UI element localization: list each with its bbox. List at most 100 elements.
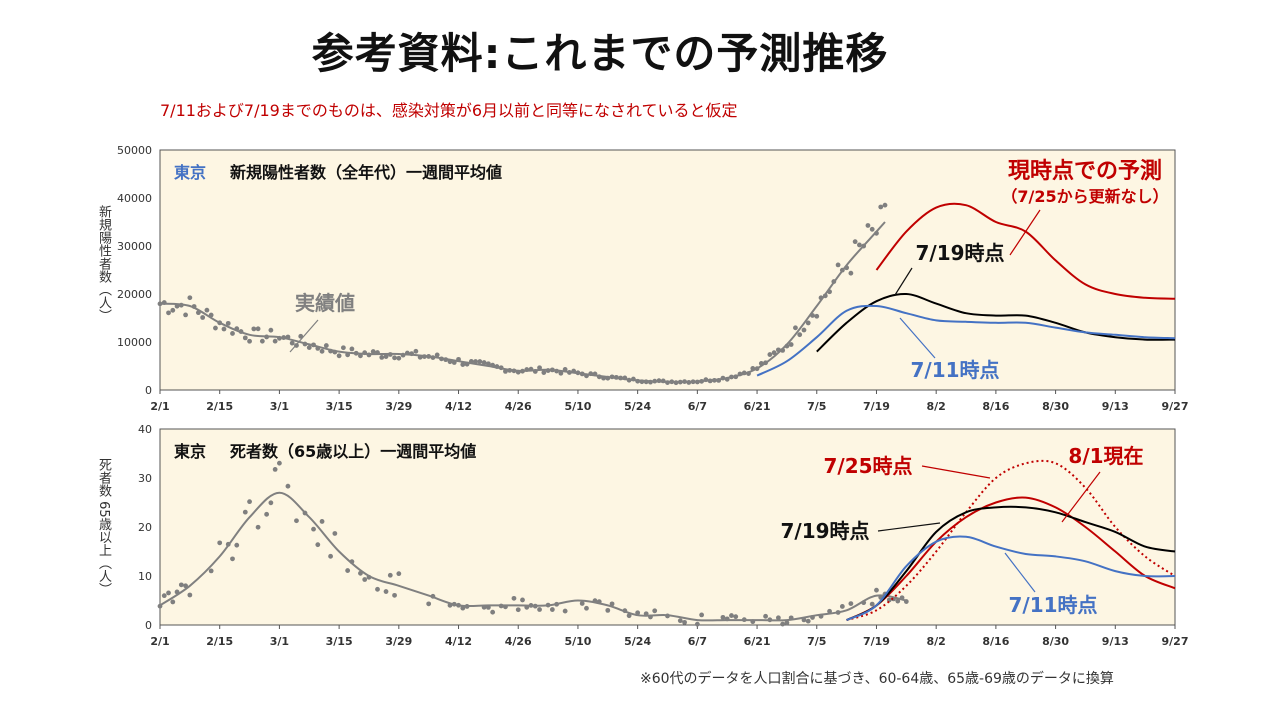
chart1-scatter-point <box>396 355 402 361</box>
chart2-xtick-label: 6/21 <box>744 635 771 648</box>
chart1-scatter-point <box>848 270 854 276</box>
chart2-scatter-point <box>677 618 683 624</box>
chart2-ytick-label: 10 <box>138 570 152 583</box>
chart2-scatter-point <box>763 613 768 619</box>
chart1-scatter-point <box>225 320 231 326</box>
chart1-scatter-point <box>865 223 871 228</box>
chart1-scatter-point <box>460 362 466 367</box>
chart1-scatter-point <box>434 352 440 358</box>
chart2-xtick-label: 4/26 <box>505 635 532 648</box>
chart2-ytick-label: 40 <box>138 423 152 436</box>
chart2-scatter-point <box>652 608 658 614</box>
chart2-leader-801 <box>1061 471 1101 523</box>
chart1-scatter-point <box>166 310 171 316</box>
chart2-scatter-point <box>895 598 901 604</box>
chart2-xtick-label: 9/13 <box>1102 635 1129 648</box>
chart1-scatter-point <box>255 326 261 332</box>
chart1-leader-current <box>1009 209 1041 256</box>
chart2-label-719: 7/19時点 <box>780 519 869 543</box>
chart1-xtick-label: 3/1 <box>270 400 289 413</box>
chart1-ylabel: 新規陽性者数（人） <box>96 205 111 322</box>
chart2-scatter-point <box>490 609 496 615</box>
chart1-xtick-label: 3/15 <box>326 400 353 413</box>
chart2-scatter-point <box>626 613 632 619</box>
chart2-scatter-point <box>848 601 854 607</box>
chart2-scatter-point <box>396 571 402 577</box>
chart1-xtick-label: 4/26 <box>505 400 532 413</box>
chart1-scatter-point <box>878 204 884 210</box>
chart2-leader-711 <box>1004 552 1036 593</box>
chart1-xtick-label: 6/21 <box>744 400 771 413</box>
chart2-label-711: 7/11時点 <box>1008 593 1097 617</box>
chart1-scatter-point <box>319 348 325 354</box>
chart2-scatter-point <box>682 619 687 625</box>
chart1-scatter-point <box>268 327 274 333</box>
chart1-scatter-point <box>272 338 278 344</box>
chart2-series-line <box>846 496 1176 622</box>
chart1-scatter-point <box>204 307 210 313</box>
chart2-series-line <box>846 459 1176 622</box>
chart2-scatter-point <box>562 608 568 614</box>
chart1-scatter-point <box>289 340 295 346</box>
chart1-scatter-point <box>805 320 811 326</box>
chart1-scatter-point <box>336 353 342 359</box>
chart1-leader-actual <box>289 319 319 353</box>
chart2-scatter-point <box>780 621 786 627</box>
chart2-title-region: 東京 <box>174 442 206 461</box>
chart2-scatter-point <box>247 499 252 505</box>
chart2-scatter-point <box>272 466 278 472</box>
chart2-scatter-point <box>345 568 351 573</box>
chart1-scatter-point <box>230 331 235 336</box>
chart2-scatter-point <box>217 540 223 546</box>
chart2-scatter-point <box>549 607 555 612</box>
chart2-scatter-point <box>699 612 705 618</box>
chart2-scatter-point <box>311 526 316 532</box>
chart2-scatter-point <box>315 542 321 548</box>
chart2-scatter-point <box>694 621 700 627</box>
chart1-xtick-label: 2/1 <box>150 400 169 413</box>
chart1-plot-area <box>159 149 1176 391</box>
chart2-series-line <box>846 505 1176 622</box>
chart1-scatter-point <box>801 327 807 333</box>
chart1-series-line <box>159 221 886 383</box>
chart1-label-current: 現時点での予測 <box>1008 158 1162 184</box>
chart1-xtick-label: 8/16 <box>982 400 1009 413</box>
chart2-scatter-point <box>839 604 845 609</box>
chart2-xtick-label: 3/15 <box>326 635 353 648</box>
chart1-leader-719 <box>894 267 913 296</box>
chart2-xtick-label: 3/1 <box>270 635 289 648</box>
chart2-leader-725 <box>921 465 991 479</box>
chart1-scatter-point <box>379 355 385 360</box>
chart1-ytick-label: 50000 <box>117 144 152 157</box>
chart1-scatter-point <box>187 295 193 301</box>
chart1-ytick-label: 30000 <box>117 240 152 253</box>
chart2-scatter-point <box>230 556 235 562</box>
chart1-scatter-point <box>788 342 794 347</box>
chart2-scatter-point <box>720 614 726 620</box>
chart1-series-line <box>756 304 1176 377</box>
chart1-xtick-label: 5/10 <box>564 400 591 413</box>
chart1-scatter-point <box>852 239 858 245</box>
chart1-scatter-point <box>771 350 777 356</box>
chart1-scatter-point <box>349 346 355 352</box>
chart2-scatter-point <box>511 595 517 601</box>
chart2-xtick-label: 8/2 <box>927 635 946 648</box>
chart2-xtick-label: 5/10 <box>564 635 591 648</box>
chart2-series-line <box>846 535 1176 622</box>
chart1-scatter-point <box>882 202 888 208</box>
chart2-scatter-point <box>426 601 432 607</box>
chart2-scatter-point <box>387 572 393 578</box>
chart1-label-711: 7/11時点 <box>910 358 999 382</box>
chart1-scatter-point <box>767 352 773 357</box>
chart2-scatter-point <box>584 605 589 611</box>
chart2-ytick-label: 0 <box>145 619 152 632</box>
chart1-ytick-label: 0 <box>145 384 152 397</box>
chart2-xtick-label: 4/12 <box>445 635 472 648</box>
chart1-xtick-label: 4/12 <box>445 400 472 413</box>
chart2-scatter-point <box>537 607 542 612</box>
chart1-scatter-point <box>323 343 329 348</box>
chart2-scatter-point <box>520 597 525 603</box>
chart1-xtick-label: 6/7 <box>688 400 707 413</box>
chart2-xtick-label: 8/16 <box>982 635 1009 648</box>
